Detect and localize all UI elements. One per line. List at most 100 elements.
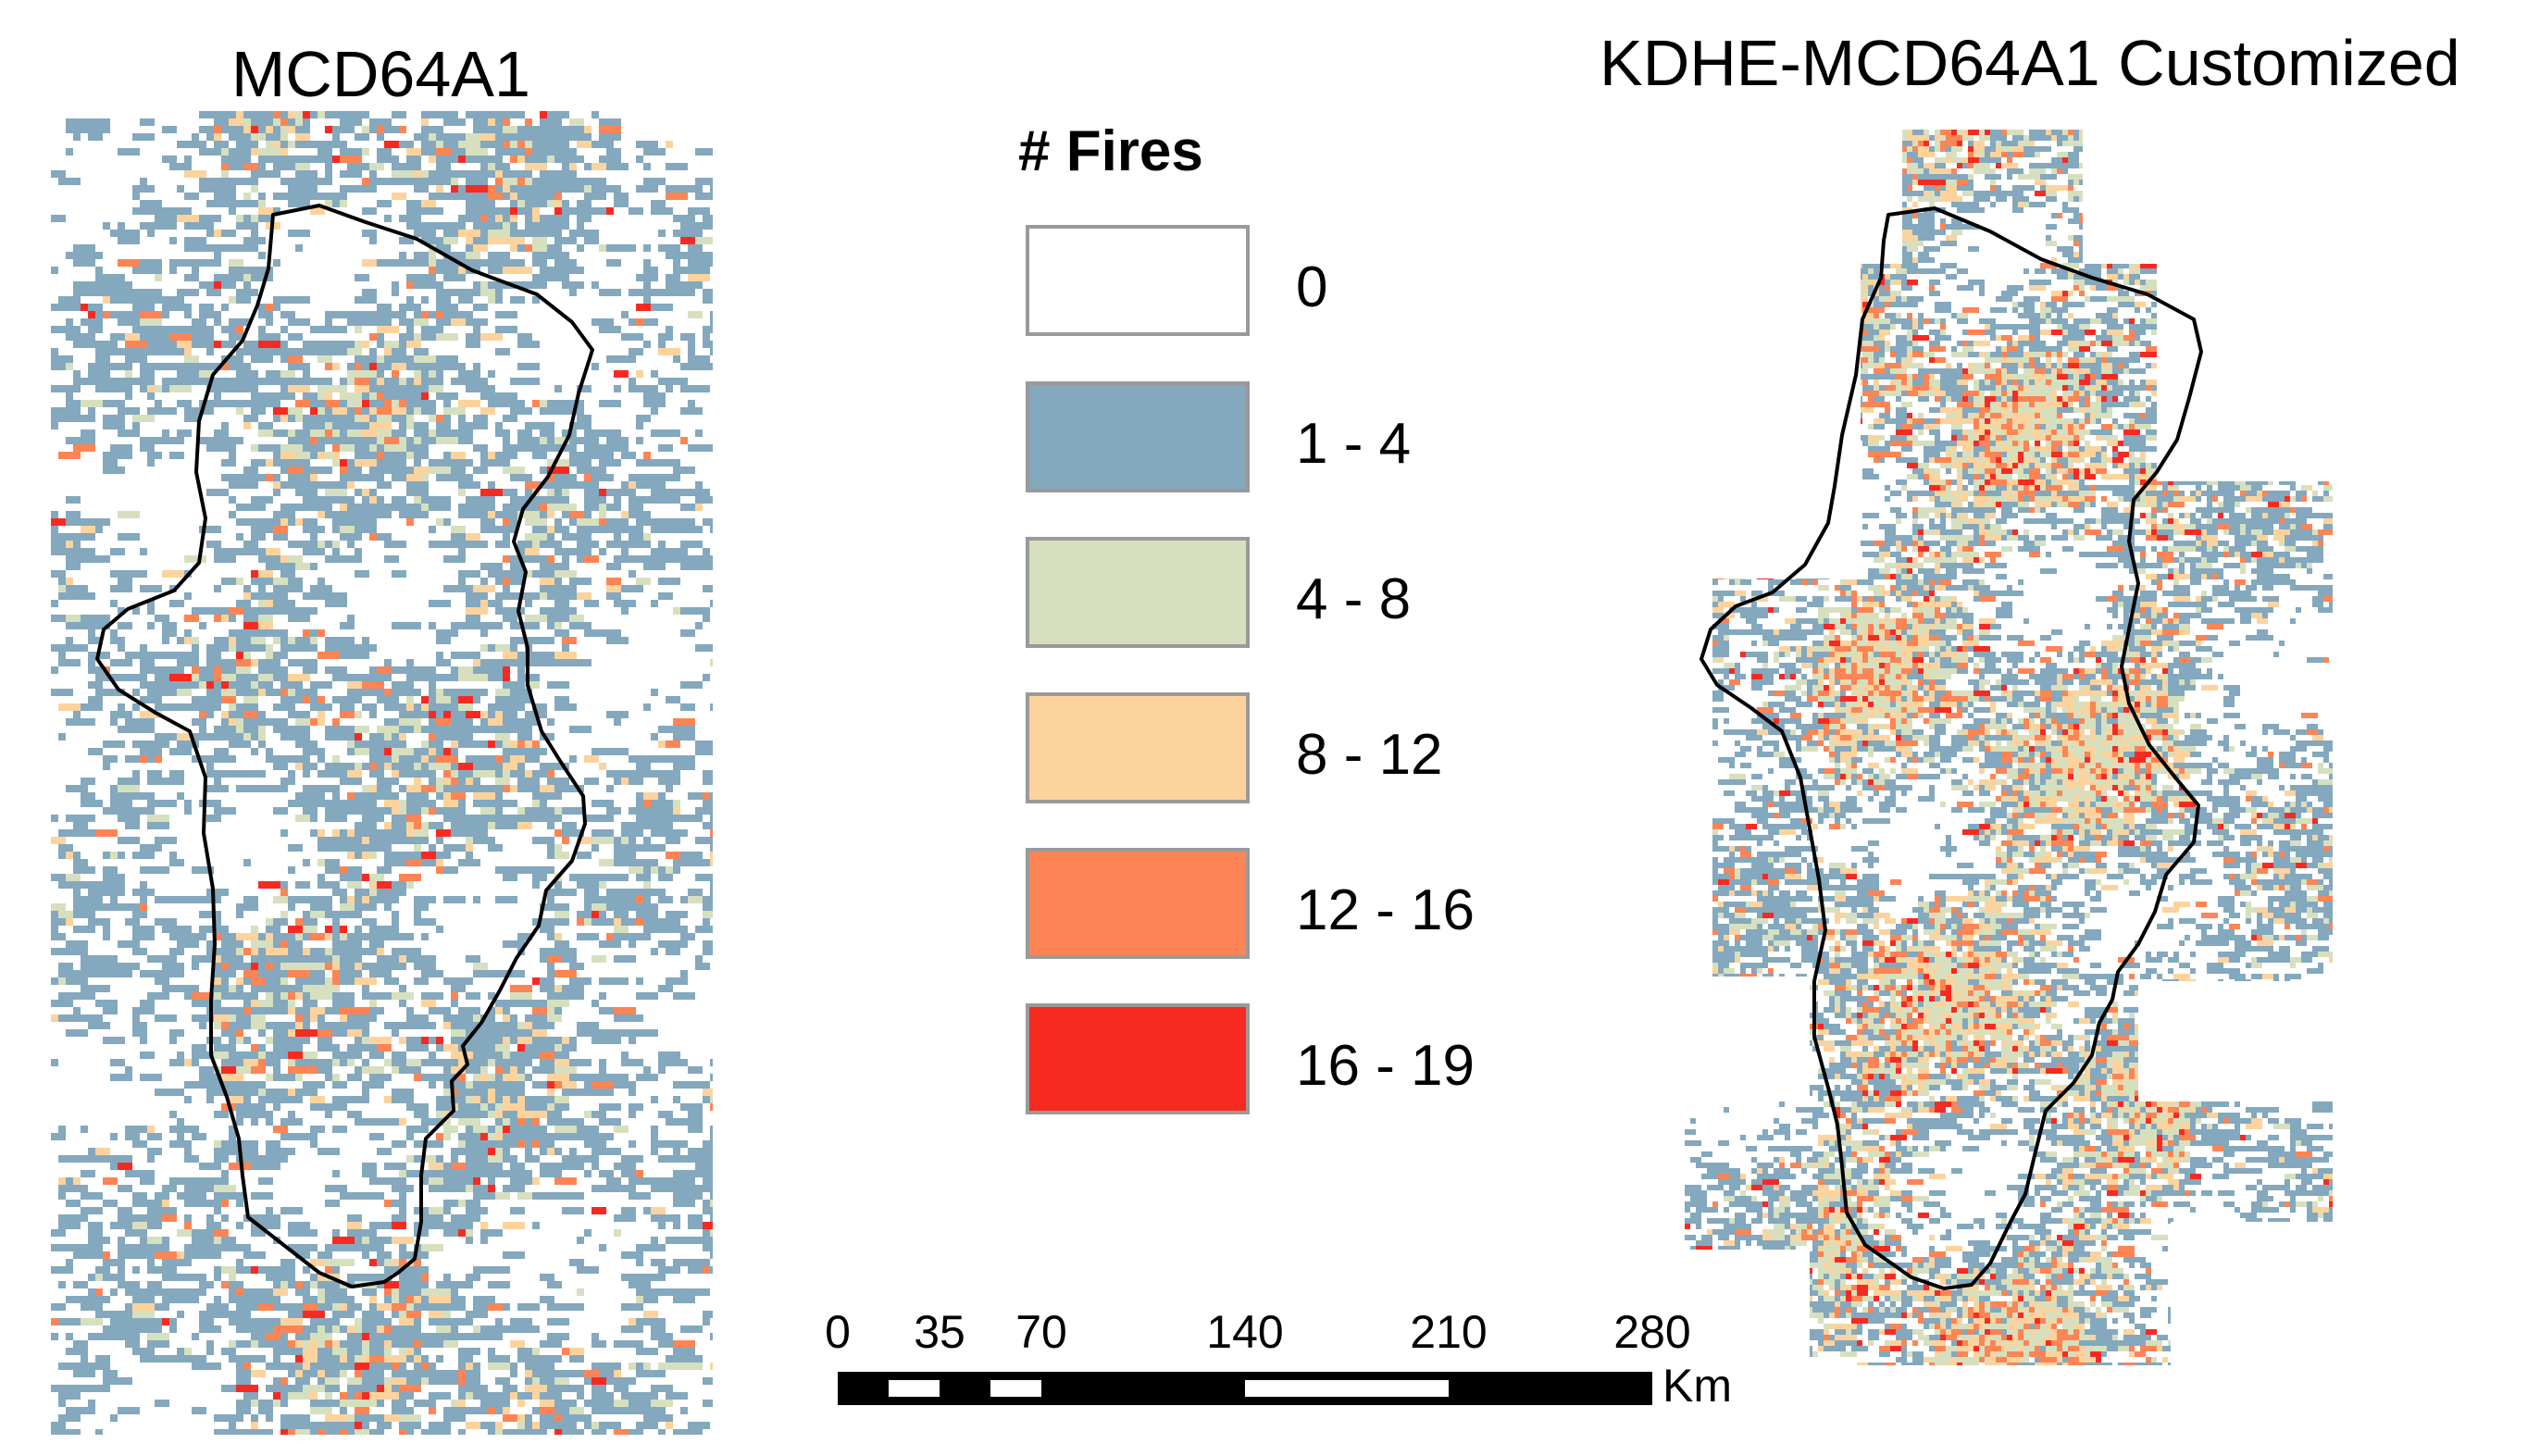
raster-cell (480, 1066, 488, 1074)
raster-cell (295, 141, 303, 148)
raster-cell (399, 1066, 421, 1074)
raster-cell (695, 874, 713, 881)
raster-cell (680, 1170, 695, 1177)
raster-cell (162, 637, 169, 644)
raster-cell (510, 230, 532, 237)
raster-cell (436, 1333, 443, 1340)
raster-cell (495, 296, 503, 304)
raster-cell (243, 200, 266, 207)
raster-cell (458, 415, 466, 422)
raster-cell (577, 526, 599, 533)
raster-cell (414, 459, 421, 467)
raster-cell (517, 1059, 525, 1066)
raster-cell (221, 1007, 243, 1014)
raster-cell (229, 1274, 236, 1281)
raster-cell (325, 141, 347, 148)
raster-cell (458, 770, 473, 778)
raster-cell (303, 185, 310, 193)
raster-cell (243, 541, 251, 548)
raster-cell (66, 874, 81, 881)
raster-cell (229, 259, 243, 267)
raster-cell (318, 844, 340, 852)
raster-cell (591, 1185, 599, 1192)
raster-cell (658, 800, 673, 807)
raster-cell (125, 1244, 140, 1251)
raster-cell (88, 815, 95, 822)
raster-cell (347, 511, 355, 518)
raster-cell (214, 1222, 221, 1229)
raster-cell (229, 666, 236, 674)
raster-cell (562, 837, 569, 844)
raster-cell (695, 1170, 713, 1177)
raster-cell (177, 370, 199, 378)
raster-cell (525, 681, 540, 689)
raster-cell (540, 578, 562, 585)
raster-cell (347, 429, 355, 437)
raster-cell (177, 289, 199, 296)
raster-cell (406, 852, 421, 859)
raster-cell (325, 193, 347, 200)
raster-cell (355, 933, 362, 940)
raster-cell (614, 1037, 621, 1044)
raster-cell (510, 1111, 517, 1118)
raster-cell (221, 304, 229, 311)
raster-cell (318, 1303, 340, 1311)
raster-cell (710, 807, 713, 815)
raster-cell (591, 496, 606, 504)
raster-cell (369, 1222, 377, 1229)
raster-cell (503, 822, 525, 829)
raster-cell (236, 1266, 243, 1274)
raster-cell (243, 1096, 251, 1103)
raster-cell (680, 407, 703, 415)
raster-cell (355, 1318, 362, 1325)
raster-cell (554, 933, 562, 940)
raster-cell (118, 1251, 132, 1259)
raster-cell (399, 748, 421, 755)
raster-cell (436, 333, 458, 341)
raster-cell (199, 370, 214, 378)
raster-cell (510, 193, 517, 200)
raster-cell (710, 1229, 713, 1237)
raster-cell (636, 578, 651, 585)
raster-cell (214, 755, 236, 763)
raster-cell (406, 474, 429, 481)
raster-cell (377, 259, 399, 267)
raster-cell (125, 570, 147, 578)
raster-cell (614, 385, 621, 392)
raster-cell (303, 170, 310, 178)
raster-cell (340, 1059, 347, 1066)
raster-cell (362, 1081, 384, 1089)
raster-cell (540, 1052, 554, 1059)
raster-cell (406, 1126, 429, 1133)
raster-cell (488, 296, 495, 304)
raster-cell (147, 992, 169, 1000)
raster-cell (517, 1303, 540, 1311)
raster-cell (221, 970, 229, 977)
raster-cell (118, 659, 132, 666)
raster-cell (658, 770, 673, 778)
raster-cell (251, 592, 258, 600)
raster-cell (466, 844, 473, 852)
raster-cell (243, 163, 251, 170)
raster-cell (621, 200, 629, 207)
raster-cell (451, 318, 466, 326)
raster-cell (392, 1140, 406, 1148)
raster-cell (703, 296, 710, 304)
raster-cell (451, 822, 466, 829)
raster-cell (66, 592, 73, 600)
raster-cell (110, 459, 118, 467)
raster-cell (466, 148, 488, 156)
raster-cell (273, 585, 288, 592)
raster-cell (332, 755, 340, 763)
raster-cell (258, 1303, 280, 1311)
raster-cell (214, 1311, 221, 1318)
raster-cell (710, 940, 713, 948)
raster-cell (303, 985, 318, 992)
raster-cell (629, 933, 651, 940)
raster-cell (266, 1111, 273, 1118)
raster-cell (58, 1303, 66, 1311)
raster-cell (162, 963, 184, 970)
raster-cell (540, 800, 547, 807)
raster-cell (184, 348, 192, 355)
raster-cell (266, 141, 273, 148)
